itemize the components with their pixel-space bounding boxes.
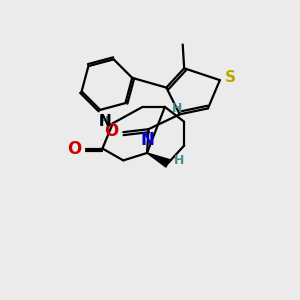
Polygon shape	[147, 153, 170, 167]
Text: N: N	[140, 130, 154, 148]
Text: O: O	[68, 140, 82, 158]
Text: H: H	[171, 102, 182, 115]
Text: N: N	[99, 114, 111, 129]
Text: S: S	[225, 70, 236, 85]
Text: H: H	[174, 154, 185, 167]
Text: O: O	[103, 122, 118, 140]
Text: H: H	[99, 115, 109, 128]
